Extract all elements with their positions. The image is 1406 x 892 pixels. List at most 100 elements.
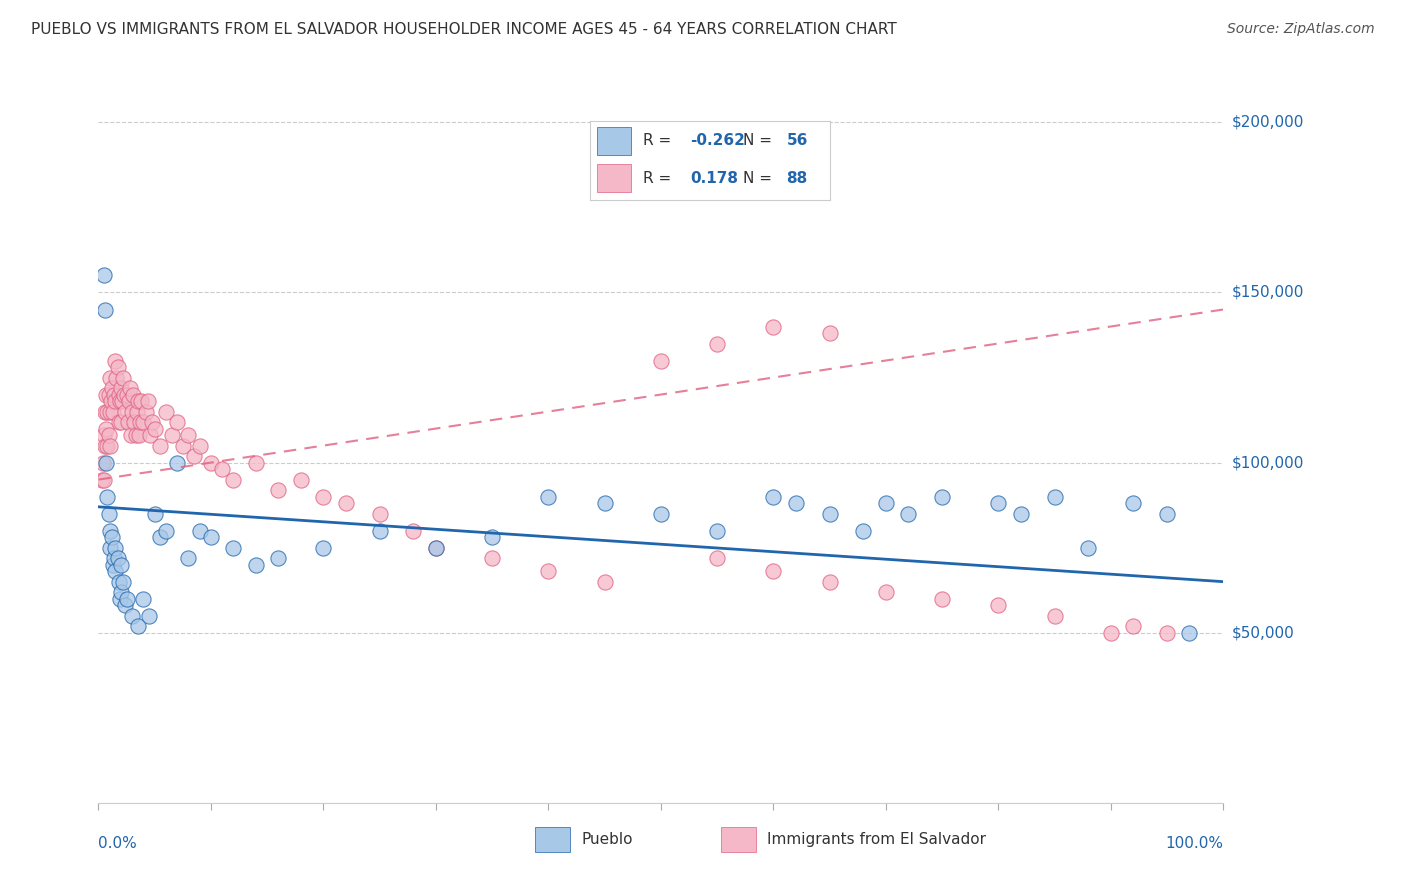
Point [177, 428, 200, 442]
Point [120, 428, 142, 442]
Point [112, 387, 135, 401]
Point [108, 591, 131, 606]
Point [127, 619, 149, 633]
Point [897, 507, 920, 521]
Text: R =: R = [643, 134, 676, 148]
Point [139, 428, 162, 442]
Point [537, 565, 560, 579]
Point [1043, 608, 1066, 623]
Point [818, 574, 841, 589]
Point [183, 449, 205, 463]
Point [110, 558, 132, 572]
Text: PUEBLO VS IMMIGRANTS FROM EL SALVADOR HOUSEHOLDER INCOME AGES 45 - 64 YEARS CORR: PUEBLO VS IMMIGRANTS FROM EL SALVADOR HO… [31, 22, 897, 37]
Point [98, 439, 121, 453]
Point [96, 456, 118, 470]
Point [335, 496, 357, 510]
Point [593, 496, 616, 510]
Text: Source: ZipAtlas.com: Source: ZipAtlas.com [1227, 22, 1375, 37]
Point [97, 507, 120, 521]
Point [267, 483, 290, 497]
Point [97, 387, 120, 401]
Point [222, 473, 245, 487]
Point [124, 415, 146, 429]
Point [124, 428, 146, 442]
Text: Immigrants from El Salvador: Immigrants from El Salvador [768, 832, 986, 847]
Point [155, 524, 177, 538]
Point [110, 415, 132, 429]
Point [114, 599, 136, 613]
Point [593, 574, 616, 589]
Point [118, 381, 141, 395]
Point [90, 473, 112, 487]
Point [931, 591, 953, 606]
Text: 0.0%: 0.0% [98, 836, 138, 851]
Point [138, 608, 160, 623]
Point [93, 428, 115, 442]
Point [875, 585, 897, 599]
Point [121, 608, 143, 623]
Point [402, 524, 425, 538]
Point [112, 370, 135, 384]
Point [135, 404, 157, 418]
Point [110, 585, 132, 599]
Point [96, 439, 118, 453]
Point [93, 268, 115, 283]
FancyBboxPatch shape [598, 164, 630, 192]
Text: $50,000: $50,000 [1232, 625, 1295, 640]
Point [166, 456, 188, 470]
Point [115, 387, 138, 401]
Text: N =: N = [744, 170, 778, 186]
Point [94, 302, 117, 317]
Point [368, 507, 391, 521]
Point [200, 456, 222, 470]
Point [110, 381, 132, 395]
Text: N =: N = [744, 134, 778, 148]
Point [96, 387, 118, 401]
Point [149, 439, 172, 453]
Point [172, 439, 194, 453]
Point [100, 394, 122, 409]
Point [537, 490, 560, 504]
Point [706, 524, 728, 538]
Text: $200,000: $200,000 [1232, 115, 1303, 130]
Point [101, 531, 124, 545]
Point [121, 404, 143, 418]
Point [931, 490, 953, 504]
Text: 100.0%: 100.0% [1166, 836, 1223, 851]
Point [200, 531, 222, 545]
Point [267, 550, 290, 565]
Point [818, 326, 841, 341]
Point [188, 524, 211, 538]
Point [129, 394, 152, 409]
Point [987, 496, 1010, 510]
Point [136, 394, 159, 409]
Point [91, 456, 114, 470]
Point [1156, 507, 1178, 521]
Point [1077, 541, 1099, 555]
Point [1043, 490, 1066, 504]
Point [987, 599, 1010, 613]
Point [96, 404, 118, 418]
Point [245, 456, 267, 470]
Point [245, 558, 267, 572]
Point [762, 565, 785, 579]
Point [875, 496, 897, 510]
Point [132, 415, 155, 429]
Point [132, 591, 155, 606]
Point [143, 421, 166, 435]
Point [368, 524, 391, 538]
Point [706, 336, 728, 351]
Point [103, 387, 125, 401]
Point [112, 574, 135, 589]
Point [108, 394, 131, 409]
Point [1010, 507, 1032, 521]
Point [425, 541, 447, 555]
Point [160, 428, 183, 442]
Point [127, 394, 149, 409]
Point [1178, 625, 1201, 640]
Point [149, 531, 172, 545]
Point [101, 404, 124, 418]
Point [101, 558, 124, 572]
Point [107, 550, 129, 565]
Point [111, 394, 134, 409]
